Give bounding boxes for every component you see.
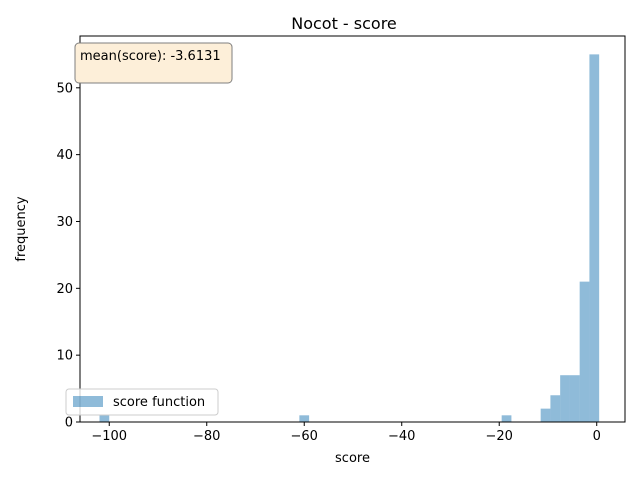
histogram-bar (579, 281, 590, 422)
histogram-bar (550, 395, 561, 422)
legend: score function (65, 388, 219, 416)
y-tick-label: 40 (56, 148, 73, 163)
y-tick-label: 30 (56, 215, 73, 230)
x-axis-label: score (335, 451, 370, 466)
legend-box (65, 388, 219, 416)
histogram-bar (569, 375, 580, 422)
histogram-bar (540, 408, 551, 422)
x-tick-label: −80 (193, 429, 220, 444)
y-tick-label: 20 (56, 282, 73, 297)
x-tick-label: −40 (388, 429, 415, 444)
x-tick-label: −20 (486, 429, 513, 444)
mean-annotation: mean(score): -3.6131 (74, 42, 233, 84)
histogram-bar (99, 415, 110, 422)
plot-frame (79, 35, 626, 423)
annotation-box (74, 42, 233, 84)
histogram-bar (501, 415, 512, 422)
y-tick-label: 50 (56, 81, 73, 96)
x-tick-label: 0 (593, 429, 601, 444)
chart-title: Nocot - score (291, 14, 397, 33)
y-axis-label: frequency (14, 196, 29, 262)
legend-swatch (73, 396, 103, 407)
x-axis: −100 −80 −60 −40 −20 0 (91, 422, 601, 444)
histogram-bar (299, 415, 310, 422)
histogram-bar (560, 375, 570, 422)
y-tick-label: 0 (65, 416, 73, 431)
y-axis: 0 10 20 30 40 50 (56, 81, 80, 431)
annotation-text: mean(score): -3.6131 (80, 49, 221, 64)
histogram-bar (589, 54, 600, 422)
legend-entry-score-function: score function (113, 395, 205, 410)
x-tick-label: −100 (91, 429, 127, 444)
y-tick-label: 10 (56, 349, 73, 364)
bars-group (99, 54, 600, 422)
x-tick-label: −60 (291, 429, 318, 444)
